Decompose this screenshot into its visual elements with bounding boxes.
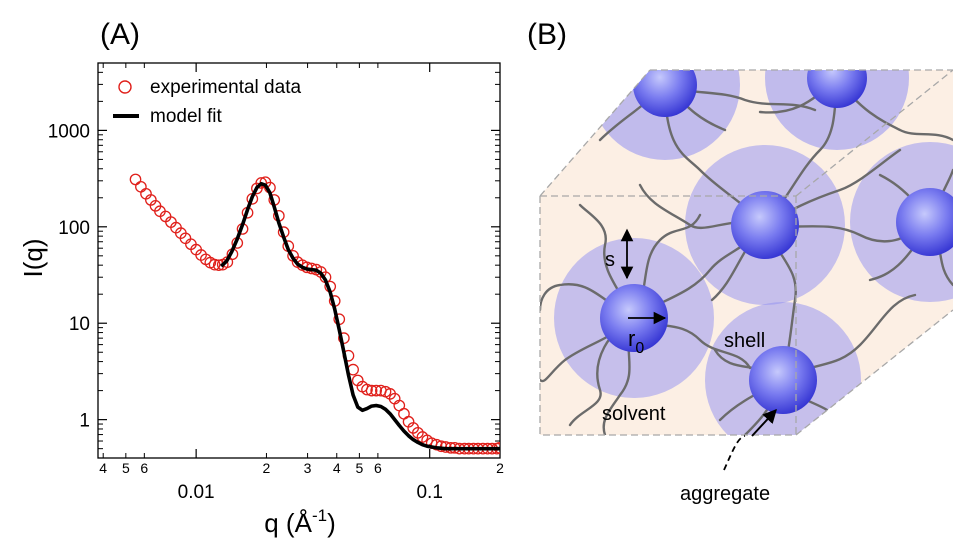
model-fit-line	[219, 181, 500, 451]
core-sphere	[896, 188, 953, 256]
x-minor-tick-label: 6	[374, 460, 382, 476]
legend-label-experimental: experimental data	[150, 77, 301, 98]
panel-a-label: (A)	[100, 18, 140, 51]
y-tick-label: 1000	[48, 121, 90, 142]
label-aggregate: aggregate	[680, 483, 770, 505]
plot-marks	[129, 173, 500, 455]
panel-b-label: (B)	[527, 18, 567, 51]
x-axis-title-close: )	[327, 508, 336, 538]
legend: experimental data model fit	[113, 77, 301, 127]
x-minor-tick-label: 5	[122, 460, 130, 476]
x-axis-title: q (Å-1)	[264, 506, 335, 538]
core-sphere	[749, 346, 817, 414]
x-axis-title-main: q (Å	[264, 508, 312, 538]
data-point	[135, 180, 147, 193]
label-r0-main: r	[628, 326, 635, 351]
y-tick-label: 100	[58, 218, 90, 239]
x-axis-title-exponent: -1	[312, 506, 327, 525]
core-sphere	[731, 191, 799, 259]
y-axis-title: I(q)	[18, 239, 48, 278]
legend-label-model-fit: model fit	[150, 106, 223, 127]
legend-marker-experimental	[118, 80, 132, 94]
x-axis: 0.01 0.14 5 6 2 3 4 5 6 2	[99, 63, 504, 503]
data-point	[430, 438, 443, 451]
y-tick-label: 10	[69, 314, 90, 335]
x-tick-label: 0.01	[178, 482, 215, 503]
core-sphere	[807, 70, 867, 108]
x-minor-tick-label: 6	[140, 460, 148, 476]
x-tick-label: 0.1	[416, 482, 442, 503]
core-sphere	[633, 70, 697, 117]
x-minor-tick-label: 4	[333, 460, 341, 476]
label-shell: shell	[724, 330, 765, 352]
label-r0: r0	[628, 326, 644, 357]
y-axis: 1 10 100 1000	[48, 62, 500, 459]
label-s: s	[605, 249, 615, 271]
data-point	[398, 407, 410, 420]
data-point	[365, 384, 378, 397]
aggregate-arrow	[751, 408, 777, 437]
box-edges	[539, 69, 953, 436]
plot-frame	[97, 62, 501, 459]
x-minor-tick-label: 2	[496, 460, 504, 476]
label-solvent: solvent	[602, 403, 666, 425]
data-point	[370, 384, 383, 397]
x-minor-tick-label: 3	[304, 460, 312, 476]
box-contents	[540, 70, 953, 435]
micelle-schematic: s r0 shell solvent aggregate	[539, 69, 953, 505]
label-r0-sub: 0	[635, 340, 644, 357]
data-point	[208, 258, 221, 271]
aggregate-pointer	[723, 435, 746, 471]
x-minor-tick-label: 5	[355, 460, 363, 476]
y-tick-label: 1	[79, 411, 90, 432]
data-point	[129, 173, 142, 186]
x-minor-tick-label: 4	[99, 460, 107, 476]
data-point	[361, 383, 373, 396]
x-minor-tick-label: 2	[263, 460, 271, 476]
